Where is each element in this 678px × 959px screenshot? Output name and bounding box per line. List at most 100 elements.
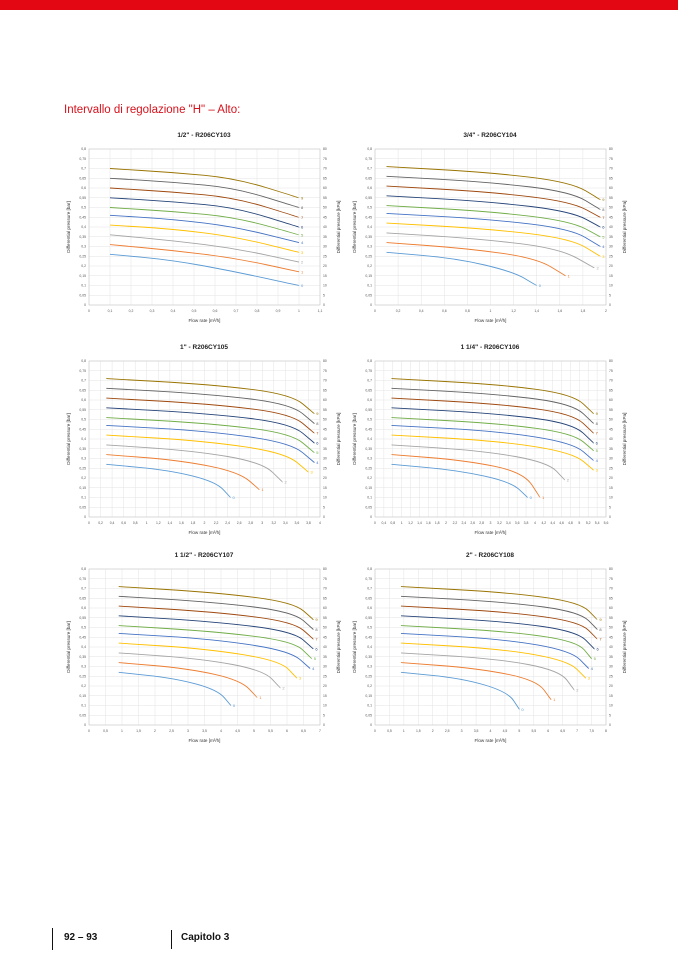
y-tick-label: 0,2 (81, 476, 86, 480)
series-label-0: 0 (539, 283, 542, 288)
series-line-1 (391, 454, 541, 498)
y2-tick-label: 0 (609, 303, 611, 307)
series-label-8: 8 (596, 421, 599, 426)
series-line-4 (400, 632, 590, 669)
series-label-1: 1 (542, 495, 545, 500)
x-tick-label: 3,6 (295, 521, 300, 525)
y-tick-label: 0,65 (79, 176, 86, 180)
y-tick-label: 0,25 (365, 674, 372, 678)
series-line-7 (391, 397, 595, 434)
series-label-9: 9 (599, 617, 602, 622)
series-line-4 (106, 424, 315, 463)
y2-tick-label: 25 (609, 674, 613, 678)
y2-tick-label: 10 (323, 496, 327, 500)
chart-title: 3/4" - R206CY104 (463, 132, 517, 139)
y2-tick-label: 5 (609, 293, 611, 297)
y2-tick-label: 5 (323, 293, 325, 297)
x-tick-label: 0,2 (396, 309, 401, 313)
x-tick-label: 2,2 (453, 521, 458, 525)
y-tick-label: 0,45 (79, 215, 86, 219)
y-tick-label: 0,25 (365, 254, 372, 258)
series-line-3 (109, 224, 300, 253)
x-tick-label: 1,4 (534, 309, 539, 313)
y-tick-label: 0,7 (81, 167, 86, 171)
y-tick-label: 0,75 (79, 577, 86, 581)
y-tick-label: 0,8 (367, 147, 372, 151)
chart-5: 1 1/2" - R206CY107 0 0,5 1 1,5 2 2,5 3 3,5 4 4,5 5 5… (64, 552, 344, 757)
series-label-0: 0 (233, 703, 236, 708)
series-line-1 (118, 662, 258, 699)
y-tick-label: 0,2 (367, 476, 372, 480)
series-label-2: 2 (596, 265, 599, 270)
y-tick-label: 0,3 (367, 245, 372, 249)
y2-tick-label: 25 (323, 674, 327, 678)
x-tick-label: 0,4 (382, 521, 387, 525)
series-line-7 (109, 187, 300, 218)
series-label-9: 9 (315, 617, 318, 622)
x-tick-label: 3 (187, 729, 189, 733)
y2-tick-label: 30 (609, 245, 613, 249)
y-tick-label: 0,05 (79, 713, 86, 717)
y2-tick-label: 35 (323, 655, 327, 659)
series-label-5: 5 (602, 234, 605, 239)
series-label-4: 4 (301, 240, 304, 245)
x-tick-label: 4 (534, 521, 536, 525)
y2-tick-label: 55 (323, 408, 327, 412)
y-tick-label: 0,4 (367, 225, 372, 229)
y2-tick-label: 80 (323, 359, 327, 363)
y2-tick-label: 0 (323, 723, 325, 727)
y2-tick-label: 30 (609, 665, 613, 669)
series-line-6 (109, 197, 300, 228)
y-tick-label: 0,25 (365, 466, 372, 470)
y-tick-label: 0,55 (365, 616, 372, 620)
y-tick-label: 0,2 (81, 264, 86, 268)
series-label-3: 3 (299, 676, 302, 681)
x-tick-label: 3 (490, 521, 492, 525)
series-label-9: 9 (316, 411, 319, 416)
y2-tick-label: 55 (609, 616, 613, 620)
series-label-3: 3 (596, 468, 599, 473)
y2-tick-label: 45 (609, 215, 613, 219)
x-tick-label: 0 (374, 521, 376, 525)
y-tick-label: 0,75 (365, 369, 372, 373)
x-tick-label: 6,5 (301, 729, 306, 733)
x-tick-label: 0,7 (234, 309, 239, 313)
y2-tick-label: 60 (323, 186, 327, 190)
y-tick-label: 0,5 (81, 206, 86, 210)
series-line-3 (106, 434, 309, 473)
y2-tick-label: 20 (609, 476, 613, 480)
series-line-8 (109, 177, 300, 208)
series-line-5 (109, 207, 300, 236)
series-label-7: 7 (602, 215, 605, 220)
y-tick-label: 0,7 (81, 587, 86, 591)
x-tick-label: 3,8 (306, 521, 311, 525)
y2-tick-label: 65 (609, 596, 613, 600)
chart-plot: 0 0,4 0,8 1 1,2 1,4 1,6 1,8 2 2,2 2,4 2,6 2,8 3 3,2 3,4… (352, 359, 627, 535)
y2-tick-label: 75 (323, 369, 327, 373)
y-tick-label: 0,65 (365, 388, 372, 392)
x-tick-label: 5,4 (595, 521, 600, 525)
series-line-0 (400, 671, 520, 710)
chart-3: 1" - R206CY105 0 0,2 0,4 0,6 0,8 1 1,2 1,4 1,6 1,8… (64, 344, 344, 549)
x-tick-label: 0,4 (171, 309, 176, 313)
x-tick-label: 4,2 (541, 521, 546, 525)
x-tick-label: 1,5 (416, 729, 421, 733)
y2-tick-label: 35 (609, 235, 613, 239)
y-tick-label: 0,45 (365, 427, 372, 431)
y-axis-label: Differential pressure [bar] (66, 413, 71, 465)
series-line-7 (118, 605, 314, 640)
y-tick-label: 0,8 (81, 147, 86, 151)
y2-tick-label: 70 (323, 379, 327, 383)
y-tick-label: 0,1 (367, 496, 372, 500)
y2-tick-label: 40 (609, 645, 613, 649)
chart-title: 1 1/2" - R206CY107 (174, 552, 234, 559)
y2-tick-label: 30 (609, 457, 613, 461)
y2-tick-label: 65 (323, 596, 327, 600)
series-line-8 (118, 595, 314, 630)
x-tick-label: 2,8 (479, 521, 484, 525)
series-label-1: 1 (301, 269, 304, 274)
plot-frame (374, 568, 607, 726)
y-tick-label: 0,7 (367, 167, 372, 171)
x-tick-label: 1,5 (136, 729, 141, 733)
x-tick-label: 6 (286, 729, 288, 733)
